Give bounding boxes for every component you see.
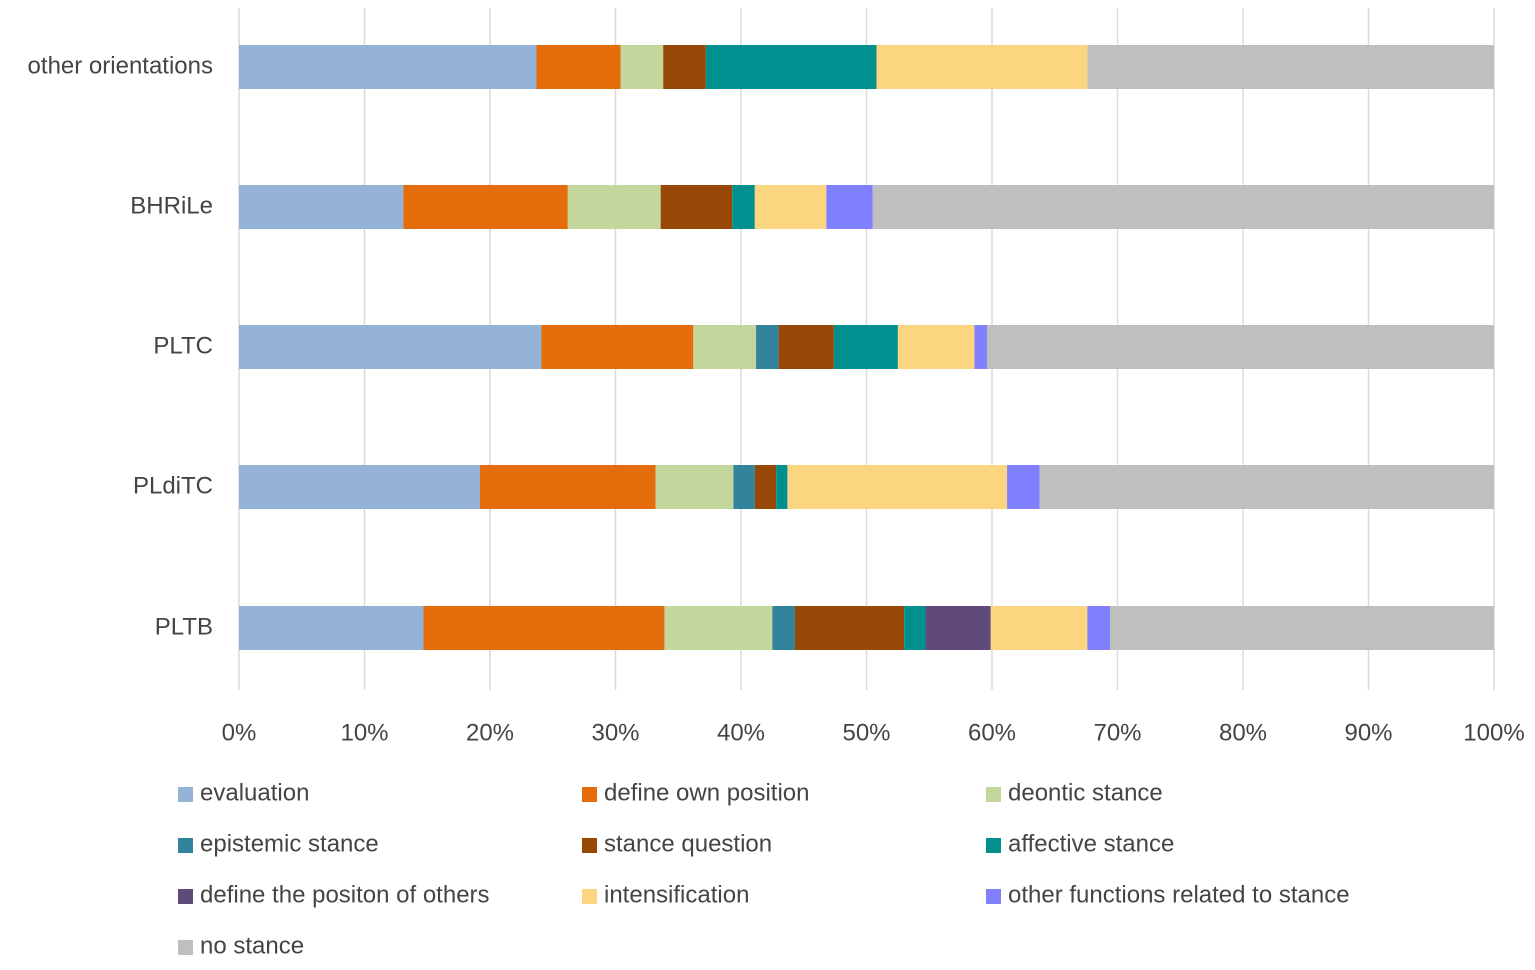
legend-label: define own position (604, 779, 809, 806)
bar-segment (536, 45, 621, 89)
bar-segment (904, 606, 926, 650)
bar-segment (239, 185, 404, 229)
bar-segment (1007, 465, 1040, 509)
bar-segment (693, 325, 757, 369)
bar-segment (664, 606, 773, 650)
bar-segment (660, 185, 733, 229)
bar-segment (826, 185, 873, 229)
x-tick-label: 30% (591, 719, 639, 746)
y-tick-label: BHRiLe (130, 192, 213, 219)
bar-segment (772, 606, 795, 650)
legend-label: deontic stance (1008, 779, 1163, 806)
bar-segment (1039, 465, 1494, 509)
bar-segment (239, 325, 542, 369)
bar-segment (794, 606, 905, 650)
bar-segment (787, 465, 1008, 509)
bar-segment (663, 45, 706, 89)
legend-label: intensification (604, 881, 749, 908)
x-tick-label: 60% (968, 719, 1016, 746)
bar-segment (705, 45, 877, 89)
bar-segment (776, 465, 788, 509)
x-tick-label: 70% (1093, 719, 1141, 746)
bar-segment (872, 185, 1494, 229)
bar-segment (754, 465, 777, 509)
bar-segment (732, 185, 755, 229)
bar-segment (733, 465, 755, 509)
bar-segment (986, 325, 1494, 369)
legend-label: affective stance (1008, 830, 1174, 857)
bar-segment (239, 606, 424, 650)
y-tick-label: PLTC (153, 332, 213, 359)
legend-label: no stance (200, 932, 304, 959)
x-tick-label: 40% (717, 719, 765, 746)
x-tick-label: 50% (842, 719, 890, 746)
bar-segment (620, 45, 664, 89)
bar-segment (567, 185, 661, 229)
bar-segment (423, 606, 665, 650)
bar-segment (990, 606, 1088, 650)
legend-swatch (986, 889, 1001, 904)
legend-label: define the positon of others (200, 881, 490, 908)
legend-label: stance question (604, 830, 772, 857)
bar-segment (756, 325, 779, 369)
legend-swatch (582, 889, 597, 904)
bar-segment (778, 325, 834, 369)
bar-segment (1087, 606, 1110, 650)
x-tick-label: 20% (466, 719, 514, 746)
legend-swatch (582, 838, 597, 853)
bar-segment (655, 465, 734, 509)
bar-segment (403, 185, 568, 229)
legend-swatch (986, 787, 1001, 802)
legend-swatch (178, 838, 193, 853)
x-tick-label: 10% (340, 719, 388, 746)
y-tick-label: other orientations (28, 52, 213, 79)
bar-segment (541, 325, 694, 369)
x-tick-label: 0% (222, 719, 257, 746)
x-tick-label: 90% (1344, 719, 1392, 746)
bar-segment (754, 185, 827, 229)
bar-segment (239, 465, 480, 509)
legend-swatch (178, 889, 193, 904)
legend-swatch (178, 940, 193, 955)
bar-segment (239, 45, 537, 89)
bar-segment (833, 325, 898, 369)
legend-swatch (986, 838, 1001, 853)
y-tick-label: PLdiTC (133, 472, 213, 499)
y-tick-label: PLTB (155, 613, 213, 640)
x-tick-label: 100% (1463, 719, 1524, 746)
legend-label: other functions related to stance (1008, 881, 1350, 908)
legend-label: evaluation (200, 779, 309, 806)
bar-segment (1109, 606, 1494, 650)
x-tick-label: 80% (1219, 719, 1267, 746)
legend-swatch (582, 787, 597, 802)
bar-segment (1087, 45, 1494, 89)
bar-segment (925, 606, 991, 650)
bar-segment (479, 465, 656, 509)
bar-segment (897, 325, 975, 369)
bar-segment (876, 45, 1088, 89)
legend-swatch (178, 787, 193, 802)
legend-label: epistemic stance (200, 830, 379, 857)
bar-segment (974, 325, 987, 369)
